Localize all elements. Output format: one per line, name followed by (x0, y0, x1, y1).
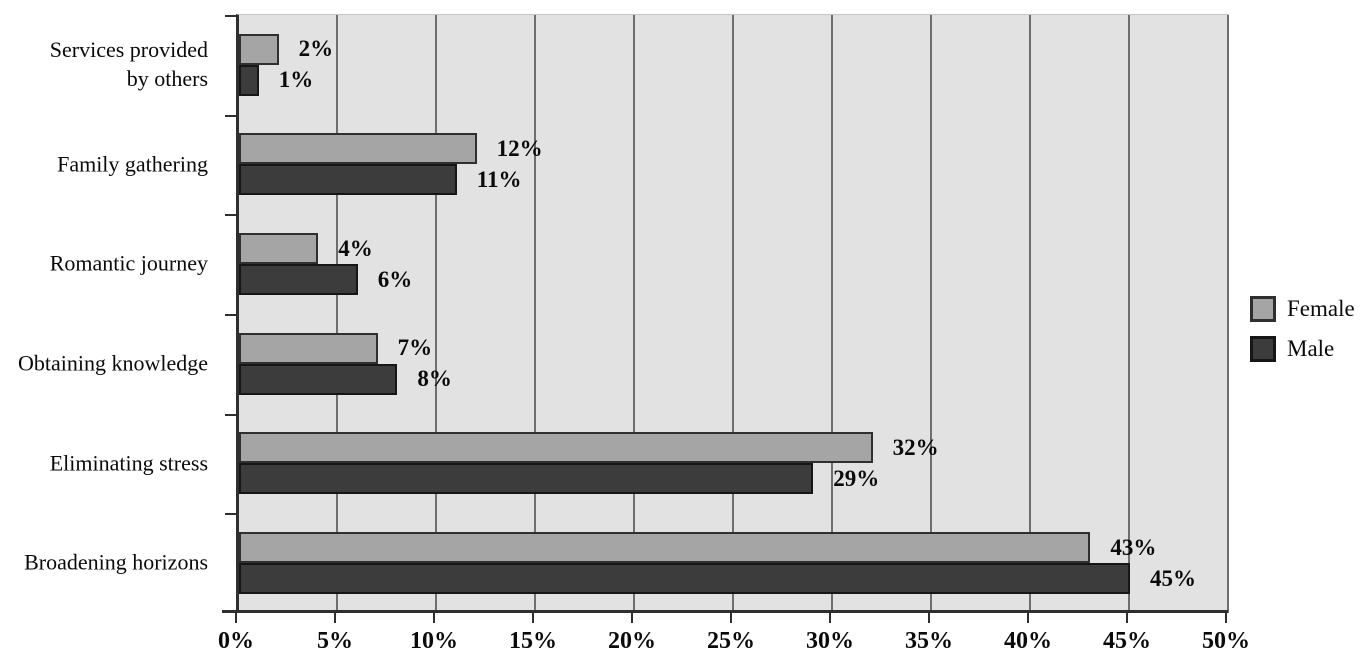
bar-female (239, 332, 378, 364)
gridline (534, 15, 536, 613)
category-row: 2% 1% (239, 15, 1229, 115)
x-axis-tick (433, 613, 435, 623)
legend-item-female: Female (1250, 296, 1355, 322)
category-label: Romantic journey (50, 249, 208, 278)
category-row: 7% 8% (239, 314, 1229, 414)
value-label: 43% (1110, 534, 1157, 560)
bar-female (239, 233, 319, 265)
bar-male (239, 164, 457, 196)
category-label: Services provided by others (50, 35, 208, 93)
bar-female (239, 133, 477, 165)
x-axis-tick (730, 613, 732, 623)
x-axis-tick (829, 613, 831, 623)
legend-swatch-female (1250, 296, 1276, 322)
value-label: 4% (338, 235, 373, 261)
gridline (1227, 15, 1229, 613)
y-axis-tick (225, 513, 236, 516)
x-tick-label: 40% (1004, 628, 1052, 654)
gridline (732, 15, 734, 613)
x-axis-line (222, 610, 1228, 613)
category-label-line: Services provided (49, 36, 208, 62)
category-label-line: by others (126, 65, 208, 91)
bar-male (239, 64, 259, 96)
value-label: 45% (1150, 565, 1196, 591)
category-label-line: Romantic journey (49, 250, 208, 276)
category-label: Obtaining knowledge (18, 348, 208, 377)
value-label: 1% (278, 67, 314, 93)
x-tick-label: 0% (218, 628, 254, 654)
y-axis-tick (225, 413, 236, 416)
category-row: 43% 45% (239, 513, 1229, 613)
value-label: 2% (298, 36, 334, 62)
gridline (1029, 15, 1031, 613)
legend-swatch-male (1250, 336, 1276, 362)
x-tick-label: 15% (509, 628, 557, 654)
value-label: 11% (476, 166, 522, 192)
gridline (831, 15, 833, 613)
x-axis: 0% 5% 10% 15% 20% 25% 30% 35% 40% 45% 50% (218, 613, 1250, 663)
x-axis-tick (928, 613, 930, 623)
y-axis-tick (225, 114, 236, 117)
category-label-line: Family gathering (57, 151, 208, 176)
x-tick-label: 50% (1202, 628, 1250, 654)
x-axis-tick (532, 613, 534, 623)
legend-item-male: Male (1250, 336, 1355, 362)
x-tick-label: 25% (707, 628, 755, 654)
x-axis-tick (1126, 613, 1128, 623)
x-tick-label: 10% (410, 628, 458, 654)
gridline (435, 15, 437, 613)
value-label: 6% (377, 266, 413, 292)
y-axis-tick (225, 314, 236, 316)
x-tick-label: 35% (905, 628, 953, 654)
category-label-line: Obtaining knowledge (17, 350, 208, 376)
x-axis-tick (1225, 613, 1227, 623)
category-label-line: Eliminating stress (49, 450, 208, 475)
value-label: 8% (417, 366, 452, 392)
x-axis-tick (631, 613, 633, 623)
value-label: 29% (833, 465, 880, 491)
category-label: Family gathering (57, 149, 208, 178)
x-axis-tick (235, 613, 237, 623)
value-label: 7% (397, 335, 433, 361)
x-tick-label: 30% (806, 628, 854, 654)
category-label: Eliminating stress (50, 448, 208, 477)
x-axis-tick (334, 613, 336, 623)
value-label: 12% (496, 135, 543, 161)
legend: Female Male (1250, 296, 1355, 362)
bar-male (239, 264, 358, 296)
legend-label: Female (1287, 296, 1355, 321)
category-label: Broadening horizons (24, 548, 208, 577)
category-row: 32% 29% (239, 414, 1229, 514)
x-tick-label: 5% (317, 628, 353, 654)
gridline (1128, 15, 1130, 613)
y-axis-tick (225, 214, 236, 217)
category-label-line: Broadening horizons (24, 549, 208, 575)
bar-female (239, 33, 279, 65)
gridline (930, 15, 932, 613)
value-label: 32% (892, 434, 939, 460)
x-tick-label: 45% (1103, 628, 1151, 654)
bar-male (239, 463, 814, 495)
gridline (633, 15, 635, 613)
bar-female (239, 532, 1091, 564)
y-axis-tick (225, 15, 236, 17)
gridline (336, 15, 338, 613)
x-axis-tick (1027, 613, 1029, 623)
category-axis: Services provided by others Family gatheri… (0, 14, 208, 612)
bar-male (239, 563, 1130, 595)
bar-male (239, 363, 398, 395)
category-row: 12% 11% (239, 115, 1229, 215)
plot-area: 2% 1% 12% 11% 4% 6% 7% 8% 32% 29% 43% 45% (225, 14, 1229, 613)
x-tick-label: 20% (608, 628, 656, 654)
bar-female (239, 432, 873, 464)
legend-label: Male (1287, 336, 1335, 361)
category-row: 4% 6% (239, 214, 1229, 314)
